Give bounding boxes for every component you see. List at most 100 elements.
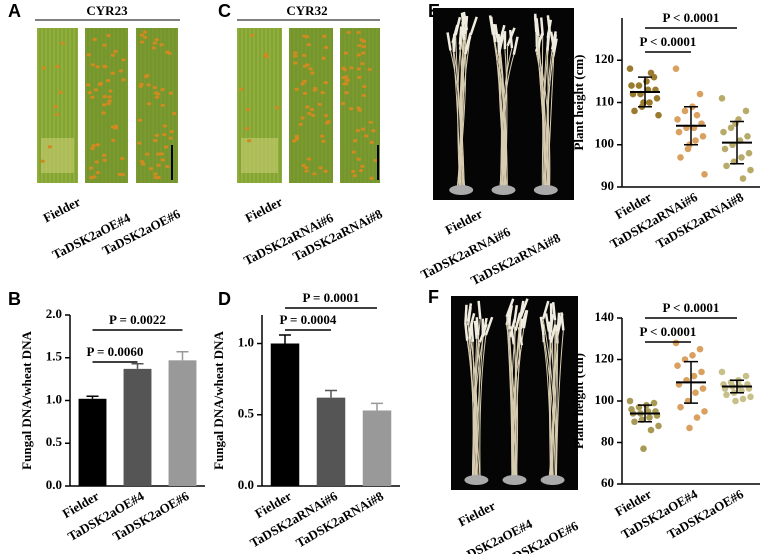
y-tick-label: 60	[601, 475, 614, 490]
error-bar	[325, 389, 337, 398]
rust-spot	[139, 33, 145, 37]
rust-spot	[324, 45, 329, 50]
data-point	[647, 69, 655, 77]
y-tick-label: 80	[601, 433, 614, 448]
data-point	[693, 111, 701, 119]
rust-spot	[108, 89, 113, 93]
plant-spike	[464, 304, 468, 323]
y-tick-label: 140	[595, 309, 615, 324]
y-tick-label: 100	[595, 136, 615, 151]
panel-letter: F	[428, 287, 439, 307]
plant-spike	[552, 34, 557, 53]
data-point	[696, 90, 704, 98]
rust-spot	[373, 158, 378, 163]
data-point	[650, 399, 658, 407]
data-point	[727, 124, 735, 132]
rust-spot	[308, 67, 313, 71]
rust-spot	[139, 159, 144, 164]
plant-spike	[541, 300, 550, 320]
data-point	[699, 385, 707, 392]
rust-spot	[110, 53, 116, 57]
error-bar	[86, 395, 99, 399]
rust-spot	[160, 103, 166, 107]
rust-spot	[239, 87, 244, 91]
plant-spike	[509, 326, 516, 345]
rust-spot	[142, 35, 148, 40]
rust-spot	[103, 65, 108, 69]
rust-spot	[146, 83, 151, 87]
y-tick-label: 0.0	[238, 477, 254, 492]
rust-spot	[342, 68, 348, 72]
rust-spot	[168, 91, 174, 95]
rust-spot	[40, 159, 45, 163]
plant-spike	[477, 300, 482, 319]
leaf-pale	[241, 138, 278, 173]
rust-spot	[344, 91, 349, 95]
data-point	[672, 339, 680, 347]
rust-spot	[294, 134, 300, 138]
data-point	[647, 426, 655, 434]
error-bar	[371, 402, 383, 411]
rust-spot	[168, 136, 173, 140]
rust-spot	[300, 82, 305, 86]
data-point	[747, 166, 754, 174]
rust-spot	[309, 107, 315, 112]
rust-spot	[320, 90, 325, 95]
y-tick-label: 0.0	[46, 477, 62, 492]
rust-spot	[343, 51, 348, 55]
plant-stem	[479, 335, 487, 479]
plant-spike	[497, 33, 505, 53]
plant-spike	[556, 312, 561, 331]
rust-spot	[102, 103, 107, 107]
rust-spot	[102, 43, 107, 47]
data-point	[723, 391, 730, 399]
plant-stem	[542, 318, 557, 479]
rust-spot	[360, 62, 365, 66]
rust-spot	[102, 158, 108, 162]
rust-spot	[246, 139, 252, 143]
rust-spot	[304, 169, 309, 173]
plant-spike	[446, 32, 452, 51]
y-tick-label: 1.0	[238, 334, 254, 349]
data-point	[655, 422, 662, 430]
rust-spot	[159, 43, 164, 47]
error-bar	[131, 362, 144, 369]
rust-spot	[312, 172, 317, 176]
rust-spot	[113, 124, 118, 128]
rust-spot	[90, 63, 96, 67]
panel-letter: B	[8, 289, 21, 309]
rust-spot	[88, 166, 94, 170]
plant-stem	[472, 336, 484, 479]
rust-spot	[154, 95, 160, 99]
data-point	[742, 107, 750, 115]
rust-spot	[357, 44, 362, 48]
rust-spot	[155, 92, 161, 96]
rust-spot	[54, 112, 60, 117]
plant-root	[464, 475, 489, 485]
data-point	[631, 107, 638, 115]
rust-spot	[363, 134, 369, 138]
data-point	[692, 137, 699, 144]
rust-spot	[156, 163, 161, 167]
bar	[123, 368, 152, 486]
plant-root	[502, 475, 527, 485]
plant-spike	[492, 23, 497, 43]
plant-spike	[470, 323, 475, 342]
plant-spike	[473, 320, 478, 340]
rust-spot	[143, 75, 148, 79]
rust-spot	[101, 111, 106, 115]
y-tick-label: 2.0	[46, 306, 62, 321]
panel-letter: A	[8, 1, 21, 21]
panel-letter: C	[218, 1, 231, 21]
rust-spot	[357, 75, 362, 80]
rust-spot	[326, 119, 331, 124]
rust-spot	[95, 65, 100, 69]
data-point	[701, 408, 708, 415]
rust-spot	[138, 84, 144, 88]
rust-spot	[148, 167, 154, 171]
data-point	[631, 418, 638, 426]
y-tick-label: 100	[595, 392, 615, 407]
rust-spot	[302, 64, 308, 68]
data-point	[692, 389, 699, 397]
plant-spike	[518, 300, 525, 320]
